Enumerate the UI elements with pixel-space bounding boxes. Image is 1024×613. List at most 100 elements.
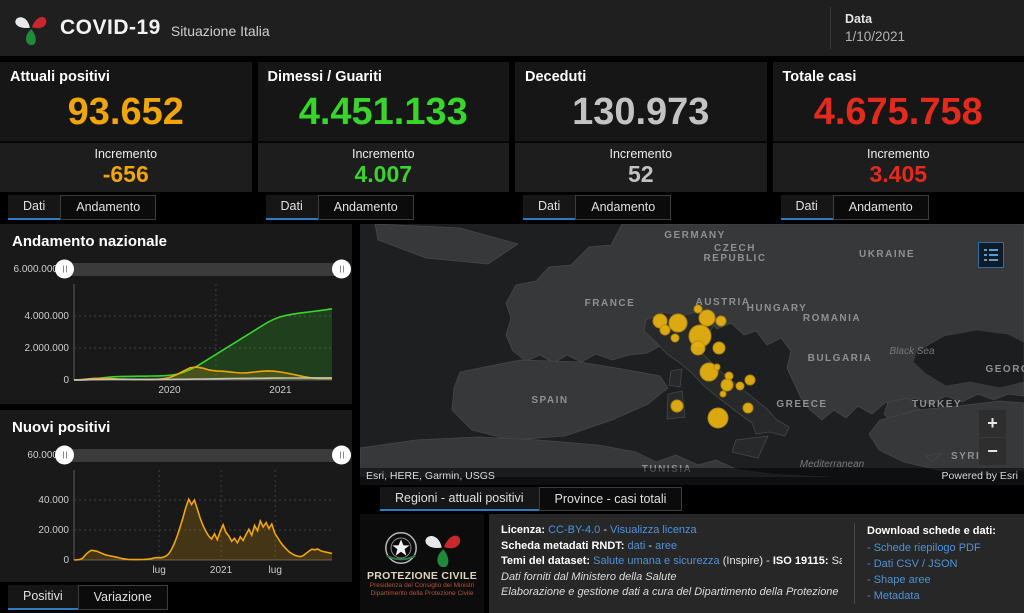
andamento-slider-row: 6.000.000 xyxy=(10,258,342,280)
legend-list-icon xyxy=(984,248,998,262)
license-link[interactable]: CC-BY-4.0 xyxy=(548,524,600,536)
card-value: 130.973 xyxy=(515,85,767,139)
card-title: Attuali positivi xyxy=(0,62,252,85)
svg-text:Black Sea: Black Sea xyxy=(889,346,934,357)
zoom-in-button[interactable]: + xyxy=(979,410,1006,437)
card-attuali-positivi: Attuali positivi 93.652 Incremento -656 xyxy=(0,62,252,192)
svg-text:BULGARIA: BULGARIA xyxy=(808,353,873,364)
tab-andamento-attuali[interactable]: Andamento xyxy=(60,195,156,220)
dataset-info-card: Licenza: CC-BY-4.0 - Visualizza licenza … xyxy=(489,514,1024,613)
zoom-out-button[interactable]: − xyxy=(979,438,1006,465)
chart-title-andamento: Andamento nazionale xyxy=(0,224,352,252)
download-pdf-link[interactable]: - Schede riepilogo PDF xyxy=(867,540,1012,556)
svg-text:FRANCE: FRANCE xyxy=(585,298,636,309)
org-line-1: Presidenza del Consiglio dei Ministri xyxy=(370,582,474,590)
date-label: Data xyxy=(845,12,1010,26)
dataset-info: Licenza: CC-BY-4.0 - Visualizza licenza … xyxy=(501,523,842,604)
legend-button[interactable] xyxy=(978,242,1004,268)
protezione-civile-logo-icon xyxy=(424,529,462,567)
slider-handle-left[interactable] xyxy=(55,446,74,465)
nuovi-positivi-tabs: Positivi Variazione xyxy=(8,585,352,610)
metadata-aree-link[interactable]: aree xyxy=(655,540,677,552)
tab-dati-attuali[interactable]: Dati xyxy=(8,195,60,220)
tab-dati-guariti[interactable]: Dati xyxy=(266,195,318,220)
svg-text:UKRAINE: UKRAINE xyxy=(859,249,915,260)
increment-value: -656 xyxy=(0,161,252,187)
tab-andamento-deceduti[interactable]: Andamento xyxy=(575,195,671,220)
download-shape-link[interactable]: - Shape aree xyxy=(867,572,1012,588)
license-line: Licenza: CC-BY-4.0 - Visualizza licenza xyxy=(501,523,842,539)
svg-text:lug: lug xyxy=(269,565,282,576)
card-title: Totale casi xyxy=(773,62,1024,85)
svg-text:GREECE: GREECE xyxy=(776,399,827,410)
slider-handle-right[interactable] xyxy=(332,446,351,465)
footer: PROTEZIONE CIVILE Presidenza del Consigl… xyxy=(360,514,1024,613)
svg-text:0: 0 xyxy=(63,555,69,566)
svg-text:20.000: 20.000 xyxy=(38,525,69,536)
card-dimessi-guariti: Dimessi / Guariti 4.451.133 Incremento 4… xyxy=(258,62,510,192)
map-tabs: Regioni - attuali positivi Province - ca… xyxy=(380,487,1024,511)
data-source-note: Dati forniti dal Ministero della Salute xyxy=(501,570,842,586)
svg-text:40.000: 40.000 xyxy=(38,495,69,506)
date-box: Data 1/10/2021 xyxy=(830,7,1010,49)
data-management-note: Elaborazione e gestione dati a cura del … xyxy=(501,585,842,601)
tab-dati-deceduti[interactable]: Dati xyxy=(523,195,575,220)
main-area: Andamento nazionale 6.000.000 4.000.000 2… xyxy=(0,224,1024,613)
slider-handle-right[interactable] xyxy=(332,260,351,279)
card-totale-casi: Totale casi 4.675.758 Incremento 3.405 xyxy=(773,62,1024,192)
svg-text:4.000.000: 4.000.000 xyxy=(25,311,70,322)
tab-andamento-totale[interactable]: Andamento xyxy=(833,195,929,220)
increment-label: Incremento xyxy=(515,147,767,161)
theme-salute-link[interactable]: Salute umana e sicurezza xyxy=(593,555,720,567)
org-name: PROTEZIONE CIVILE xyxy=(367,570,477,582)
download-section: Download schede e dati: - Schede riepilo… xyxy=(854,523,1012,604)
slider-handle-left[interactable] xyxy=(55,260,74,279)
metadata-line: Scheda metadati RNDT: dati - aree xyxy=(501,539,842,555)
increment-value: 3.405 xyxy=(773,161,1024,187)
map-zoom-controls: + − xyxy=(979,410,1006,465)
tab-variazione[interactable]: Variazione xyxy=(78,585,168,610)
stat-col-totale: Totale casi 4.675.758 Incremento 3.405 D… xyxy=(773,62,1024,220)
svg-text:2020: 2020 xyxy=(158,385,181,396)
app-header: COVID-19 Situazione Italia Data 1/10/202… xyxy=(0,0,1024,56)
org-line-2: Dipartimento della Protezione Civile xyxy=(371,590,474,598)
themes-line: Temi del dataset: Salute umana e sicurez… xyxy=(501,554,842,570)
card-tabs: Dati Andamento xyxy=(781,195,1024,220)
increment-label: Incremento xyxy=(258,147,510,161)
download-metadata-link[interactable]: - Metadata xyxy=(867,588,1012,604)
tab-province-casi-totali[interactable]: Province - casi totali xyxy=(539,487,683,511)
card-tabs: Dati Andamento xyxy=(266,195,510,220)
metadata-dati-link[interactable]: dati xyxy=(628,540,646,552)
svg-text:HUNGARY: HUNGARY xyxy=(747,303,808,314)
protezione-civile-logo-icon xyxy=(14,11,48,45)
svg-text:AUSTRIA: AUSTRIA xyxy=(696,297,751,308)
card-tabs: Dati Andamento xyxy=(8,195,252,220)
map-attribution: Esri, HERE, Garmin, USGS Powered by Esri xyxy=(360,468,1024,485)
svg-text:GERMANY: GERMANY xyxy=(664,230,726,241)
svg-text:0: 0 xyxy=(63,375,69,386)
card-title: Deceduti xyxy=(515,62,767,85)
stat-col-attuali: Attuali positivi 93.652 Incremento -656 … xyxy=(0,62,252,220)
increment-label: Incremento xyxy=(773,147,1024,161)
powered-by-esri-link[interactable]: Powered by Esri xyxy=(942,470,1018,482)
tab-regioni-attuali-positivi[interactable]: Regioni - attuali positivi xyxy=(380,487,539,511)
card-increment: Incremento -656 xyxy=(0,141,252,192)
svg-text:2021: 2021 xyxy=(210,565,233,576)
card-tabs: Dati Andamento xyxy=(523,195,767,220)
download-csv-json-link[interactable]: - Dati CSV / JSON xyxy=(867,556,1012,572)
stat-cards-row: Attuali positivi 93.652 Incremento -656 … xyxy=(0,62,1024,220)
time-range-slider[interactable] xyxy=(64,449,342,462)
tab-andamento-guariti[interactable]: Andamento xyxy=(318,195,414,220)
tab-dati-totale[interactable]: Dati xyxy=(781,195,833,220)
italy-emblem-icon xyxy=(382,529,420,567)
time-range-slider[interactable] xyxy=(64,263,342,276)
stat-col-deceduti: Deceduti 130.973 Incremento 52 Dati Anda… xyxy=(515,62,767,220)
view-license-link[interactable]: Visualizza licenza xyxy=(610,524,697,536)
increment-value: 52 xyxy=(515,161,767,187)
tab-positivi[interactable]: Positivi xyxy=(8,585,78,610)
